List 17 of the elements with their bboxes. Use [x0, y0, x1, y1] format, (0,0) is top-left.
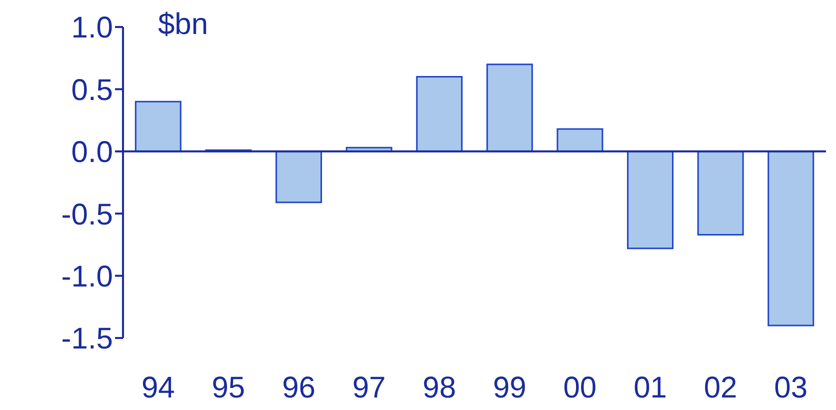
y-axis-title: $bn: [158, 8, 208, 42]
x-tick-label: 03: [774, 371, 808, 404]
y-tick-label: 1.0: [71, 12, 113, 45]
x-tick-label: 96: [282, 371, 316, 404]
x-tick-label: 98: [422, 371, 456, 404]
y-tick-label: -1.5: [61, 322, 113, 356]
x-tick-label: 94: [141, 371, 175, 404]
y-tick-label: -0.5: [61, 198, 113, 232]
y-tick-label: 0.0: [71, 136, 113, 170]
x-tick-label: 95: [212, 371, 246, 404]
x-tick-label: 01: [634, 371, 667, 404]
x-tick-label: 99: [492, 371, 526, 404]
x-tick-label: 02: [704, 371, 738, 404]
y-tick-label: 0.5: [71, 74, 113, 107]
y-tick-label: -1.0: [61, 260, 113, 294]
x-tick-label: 97: [352, 371, 386, 404]
x-tick-label: 00: [563, 371, 597, 404]
